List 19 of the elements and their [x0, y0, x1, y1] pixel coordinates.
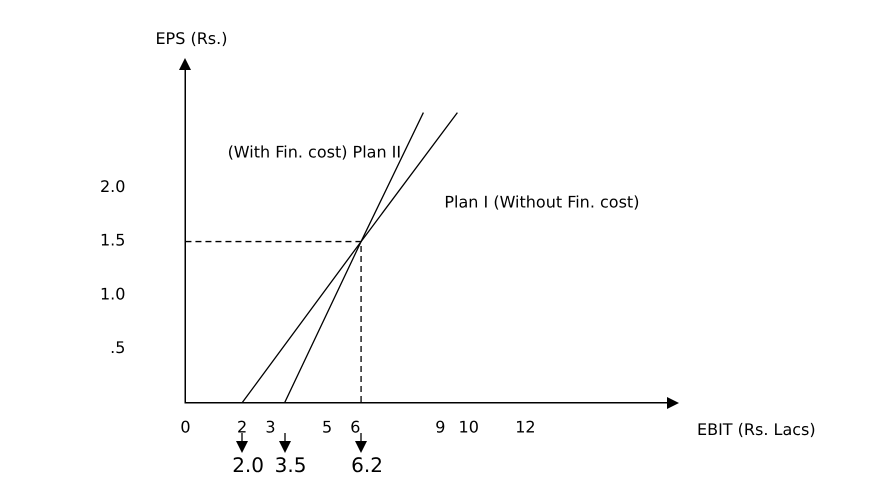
- y-axis-title: EPS (Rs.): [155, 28, 228, 48]
- x-tick-label: 0: [180, 418, 191, 437]
- x-tick-label: 2: [237, 418, 248, 437]
- annotation: 3.5: [274, 453, 306, 478]
- text: Plan I (Without Fin. cost): [444, 192, 640, 212]
- x-tick-label: 5: [322, 418, 332, 437]
- x-tick-label: 9: [435, 418, 446, 437]
- x-tick-label: 12: [515, 418, 536, 437]
- series-label: (With Fin. cost) Plan II: [228, 142, 402, 162]
- y-tick-label: .5: [110, 338, 126, 358]
- x-tick-label: 10: [458, 418, 479, 437]
- annotation: 2.0: [232, 453, 264, 478]
- y-tick-label: 1.5: [100, 230, 126, 250]
- annotation: 6.2: [351, 453, 383, 478]
- x-axis-title: EBIT (Rs. Lacs): [697, 420, 816, 439]
- x-tick-label: 6: [350, 418, 360, 437]
- y-tick-label: 1.0: [100, 284, 126, 304]
- x-tick-label: 3: [265, 418, 276, 437]
- y-tick-label: 2.0: [100, 176, 126, 196]
